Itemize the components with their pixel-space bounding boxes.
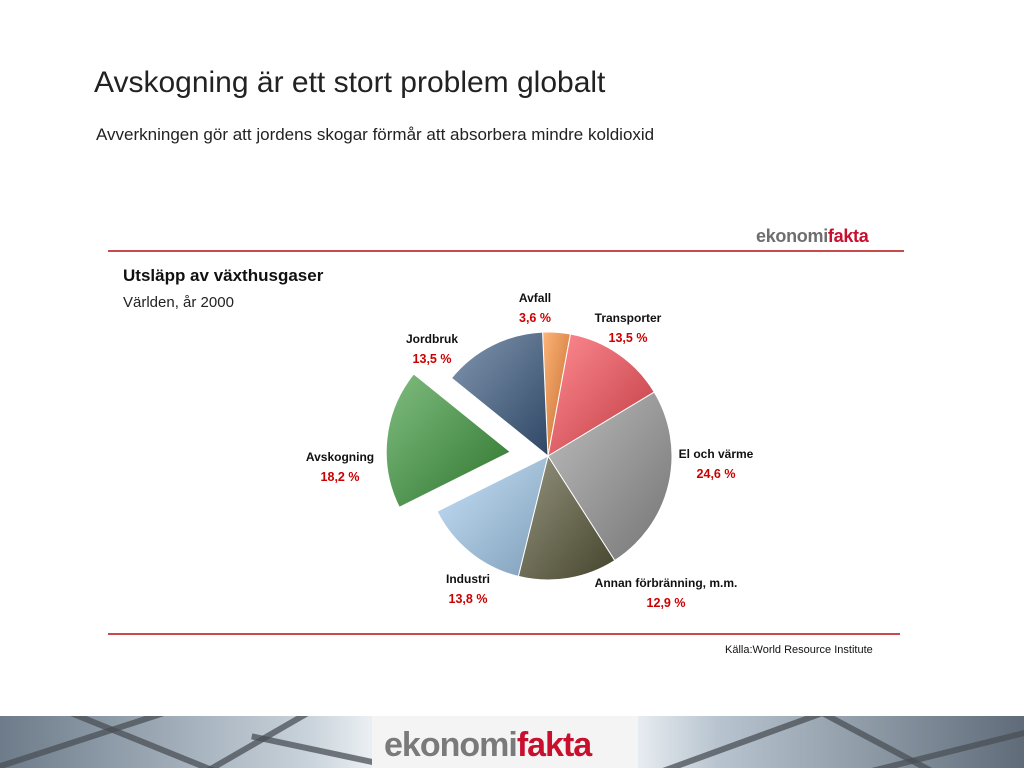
bottom-divider	[108, 633, 900, 635]
pie-slice-transporter	[547, 333, 655, 457]
pie-slice-jordbruk	[450, 331, 549, 458]
slice-label: Avfall 3,6 %	[519, 290, 551, 326]
slice-label-name: Avfall	[518, 291, 552, 305]
footer-logo: ekonomifakta	[384, 726, 592, 765]
slice-label-name: Transporter	[594, 311, 662, 325]
slice-label-value: 3,6 %	[519, 311, 551, 325]
slice-label: Avskogning 18,2 %	[306, 449, 374, 485]
chart-title: Utsläpp av växthusgaser	[123, 266, 324, 285]
slice-label-value: 18,2 %	[320, 470, 360, 484]
slice-label-name: Jordbruk	[405, 332, 459, 346]
slide-title: Avskogning är ett stort problem globalt	[94, 66, 606, 99]
slice-label-name: El och värme	[678, 447, 754, 461]
pie-slice-el-och-värme	[547, 391, 673, 562]
slice-label: Annan förbränning, m.m. 12,9 %	[595, 575, 738, 611]
slide-subtitle: Avverkningen gör att jordens skogar förm…	[96, 125, 655, 144]
pie-slice-annan-förbränning-m-m-	[517, 454, 616, 581]
footer-logo-part-a: ekonomi	[384, 726, 518, 764]
pie-slice-avskogning	[385, 373, 512, 508]
slice-label-value: 13,5 %	[412, 352, 452, 366]
slice-label: Transporter 13,5 %	[595, 310, 662, 346]
footer-banner: ekonomifakta	[0, 716, 1024, 768]
slice-label-value: 13,8 %	[448, 592, 488, 606]
chart-subtitle: Världen, år 2000	[123, 294, 234, 311]
slice-label-value: 24,6 %	[696, 467, 736, 481]
footer-logo-box	[372, 716, 638, 768]
slice-label: Jordbruk 13,5 %	[406, 331, 458, 367]
slice-label: Industri 13,8 %	[446, 571, 490, 607]
pie-slice-industri	[436, 455, 549, 578]
slice-label-name: Annan förbränning, m.m.	[594, 576, 738, 590]
source-note: Källa:World Resource Institute	[725, 644, 873, 656]
brand-logo: ekonomifakta	[756, 226, 869, 248]
brand-logo-part-b: fakta	[827, 226, 869, 246]
slice-label-name: Industri	[446, 572, 490, 586]
slice-label-value: 12,9 %	[646, 596, 686, 610]
footer-logo-part-b: fakta	[516, 726, 592, 764]
footer-girder	[654, 716, 826, 768]
top-divider	[108, 250, 904, 252]
slice-label-name: Avskogning	[305, 450, 375, 464]
slice-label-value: 13,5 %	[608, 331, 648, 345]
brand-logo-part-a: ekonomi	[756, 226, 828, 246]
slice-label: El och värme 24,6 %	[679, 446, 754, 482]
